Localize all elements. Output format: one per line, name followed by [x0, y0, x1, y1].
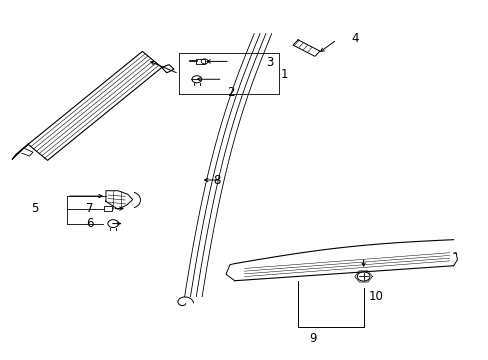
FancyBboxPatch shape	[196, 59, 204, 64]
Text: 9: 9	[308, 333, 316, 346]
Text: 8: 8	[212, 174, 220, 186]
FancyBboxPatch shape	[104, 206, 112, 211]
Text: 2: 2	[227, 86, 235, 99]
Text: 6: 6	[86, 217, 94, 230]
Text: 4: 4	[351, 32, 358, 45]
Text: 1: 1	[281, 68, 288, 81]
Text: 3: 3	[266, 55, 273, 69]
Text: 10: 10	[368, 289, 383, 303]
Text: 7: 7	[86, 202, 94, 215]
Text: 5: 5	[31, 202, 39, 215]
